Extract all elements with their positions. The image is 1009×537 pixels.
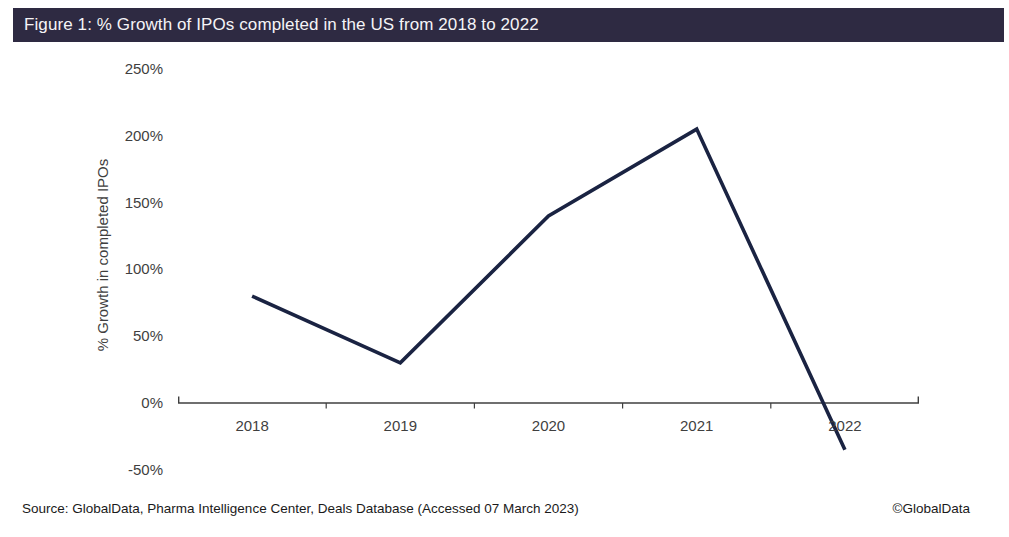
y-axis-title: % Growth in completed IPOs <box>94 105 114 405</box>
growth-line-series <box>252 129 845 450</box>
x-tick-label: 2020 <box>489 418 609 434</box>
x-tick-label: 2019 <box>340 418 460 434</box>
source-note: Source: GlobalData, Pharma Intelligence … <box>22 501 579 516</box>
y-tick-label: -50% <box>93 462 163 478</box>
y-tick-label: 250% <box>93 61 163 77</box>
x-tick-label: 2021 <box>637 418 757 434</box>
line-chart: 250%200%150%100%50%0%-50% 20182019202020… <box>0 0 1009 537</box>
figure-canvas: Figure 1: % Growth of IPOs completed in … <box>0 0 1009 537</box>
x-tick-label: 2018 <box>192 418 312 434</box>
copyright-note: ©GlobalData <box>893 501 971 516</box>
x-tick-label: 2022 <box>785 418 905 434</box>
x-axis-ticks <box>326 403 771 409</box>
